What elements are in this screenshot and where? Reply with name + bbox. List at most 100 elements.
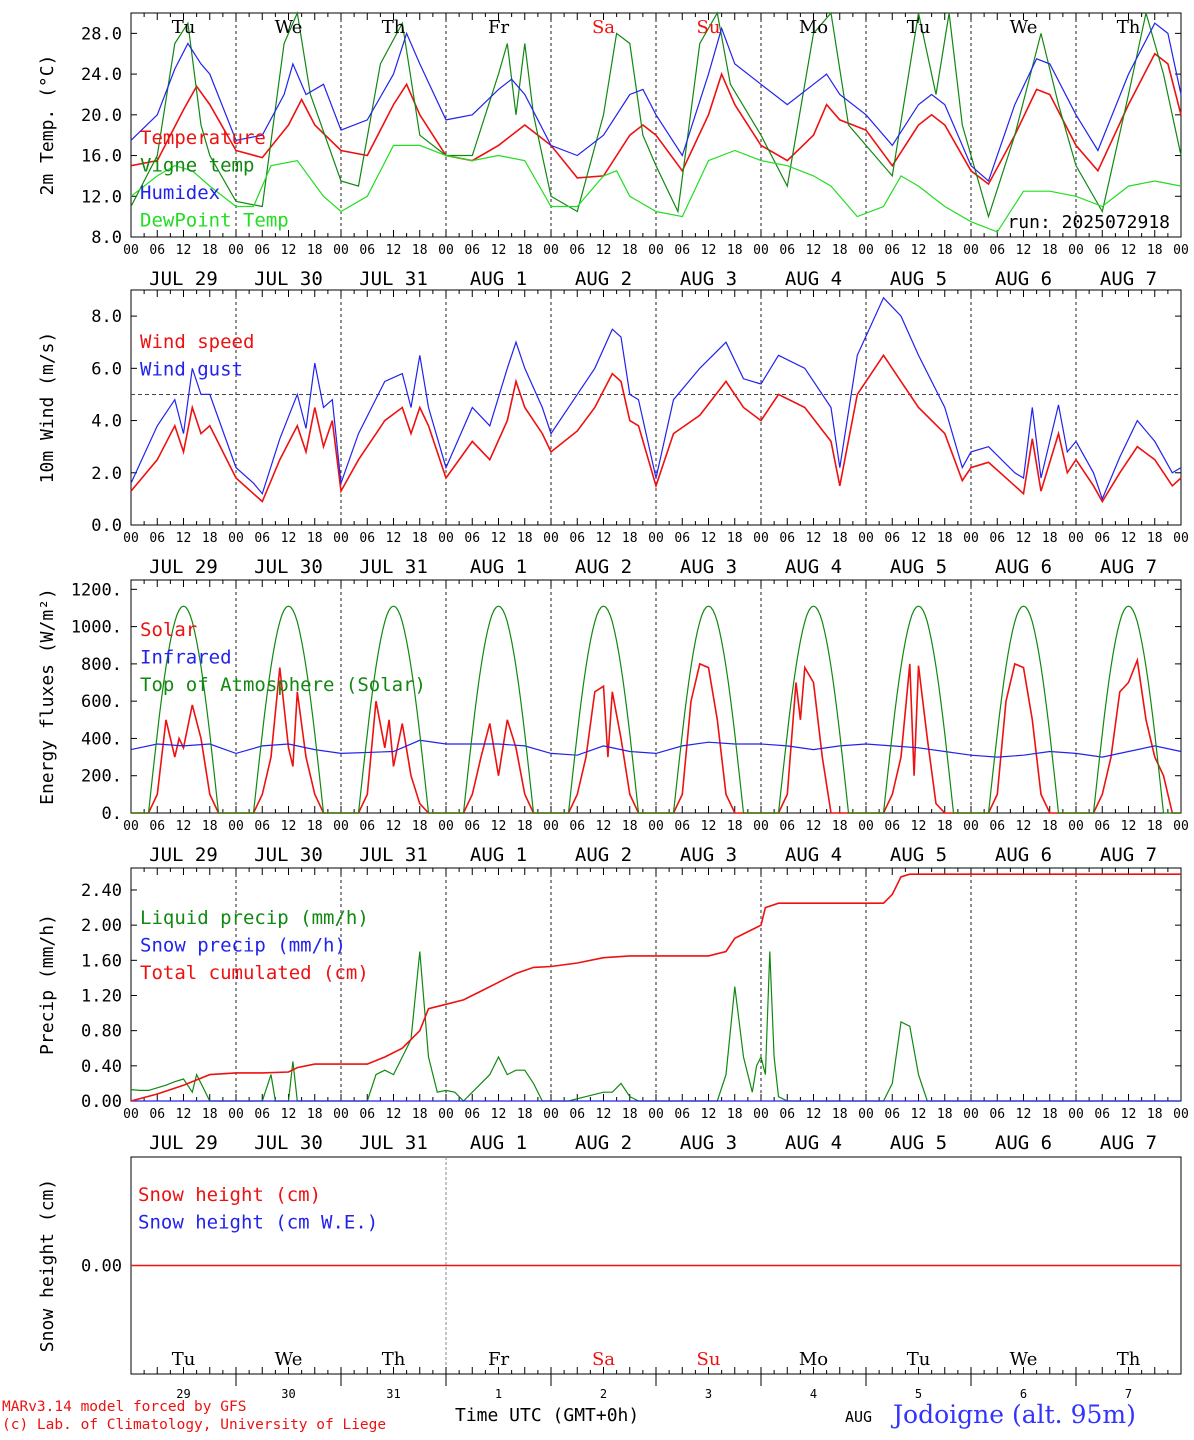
x-date-label: AUG 5 [890, 556, 947, 578]
x-hour-label: 12 [911, 1107, 927, 1122]
x-hour-label: 06 [569, 531, 585, 546]
legend-entry: Humidex [140, 182, 220, 204]
x-hour-label: 18 [202, 531, 218, 546]
day-number-label: 30 [281, 1387, 295, 1401]
x-date-label: AUG 4 [785, 556, 842, 578]
day-number-label: 1 [495, 1387, 502, 1401]
x-hour-label: 06 [884, 819, 900, 834]
x-hour-label: 18 [307, 1107, 323, 1122]
day-name-label: Fr [488, 17, 509, 38]
credit-text: MARv3.14 model forced by GFS (c) Lab. of… [2, 1398, 386, 1434]
x-hour-label: 00 [123, 243, 139, 258]
x-date-label: AUG 7 [1100, 268, 1157, 290]
x-hour-label: 18 [1042, 819, 1058, 834]
day-name-label: Tu [172, 1349, 196, 1370]
x-hour-label: 18 [727, 819, 743, 834]
x-hour-label: 06 [989, 819, 1005, 834]
y-tick-label: 2.40 [81, 881, 122, 901]
x-date-label: JUL 31 [359, 1132, 428, 1154]
legend-entry: Total cumulated (cm) [140, 962, 369, 984]
y-axis-label: 10m Wind (m/s) [37, 332, 58, 484]
day-number-label: 31 [386, 1387, 400, 1401]
series-line-wind-speed [130, 353, 1182, 504]
day-name-label: Su [697, 1349, 721, 1370]
x-hour-label: 12 [491, 819, 507, 834]
day-number-label: 5 [915, 1387, 922, 1401]
x-hour-label: 12 [386, 531, 402, 546]
y-tick-label: 16.0 [81, 147, 122, 167]
x-hour-label: 00 [228, 819, 244, 834]
x-date-label: JUL 30 [254, 268, 323, 290]
y-tick-label: 0.00 [81, 1092, 122, 1112]
x-hour-label: 18 [202, 819, 218, 834]
x-hour-label: 06 [674, 819, 690, 834]
x-hour-label: 12 [806, 1107, 822, 1122]
x-hour-label: 18 [622, 243, 638, 258]
x-date-label: AUG 3 [680, 556, 737, 578]
x-hour-label: 06 [779, 1107, 795, 1122]
y-tick-label: 800. [81, 655, 122, 675]
x-date-label: JUL 31 [359, 844, 428, 866]
y-tick-label: 6.0 [91, 359, 122, 379]
y-tick-label: 1.20 [81, 986, 122, 1006]
y-tick-label: 200. [81, 767, 122, 787]
x-hour-label: 18 [832, 1107, 848, 1122]
x-hour-label: 18 [517, 819, 533, 834]
x-hour-label: 00 [438, 1107, 454, 1122]
x-hour-label: 18 [832, 243, 848, 258]
day-name-label: Th [382, 17, 406, 38]
x-hour-label: 12 [176, 531, 192, 546]
x-hour-label: 00 [543, 243, 559, 258]
x-hour-label: 18 [307, 531, 323, 546]
run-label: run: 2025072918 [1007, 212, 1170, 233]
day-number-label: 2 [600, 1387, 607, 1401]
x-date-label: JUL 31 [359, 556, 428, 578]
x-hour-label: 12 [491, 243, 507, 258]
day-number-label: 29 [176, 1387, 190, 1401]
series-line-wind-gust [130, 296, 1182, 501]
x-hour-label: 00 [858, 531, 874, 546]
x-hour-label: 18 [727, 1107, 743, 1122]
x-date-label: AUG 1 [470, 268, 527, 290]
x-hour-label: 06 [254, 819, 270, 834]
x-hour-label: 00 [648, 819, 664, 834]
x-date-label: AUG 6 [995, 1132, 1052, 1154]
x-hour-label: 00 [648, 243, 664, 258]
x-date-label: AUG 3 [680, 844, 737, 866]
series-line-solar [131, 657, 1181, 814]
x-hour-label: 18 [412, 819, 428, 834]
x-hour-label: 00 [858, 1107, 874, 1122]
y-tick-label: 24.0 [81, 65, 122, 85]
x-hour-label: 06 [989, 531, 1005, 546]
x-hour-label: 00 [123, 1107, 139, 1122]
x-hour-label: 18 [412, 243, 428, 258]
x-date-label: AUG 2 [575, 556, 632, 578]
x-hour-label: 12 [596, 243, 612, 258]
y-tick-label: 20.0 [81, 106, 122, 126]
panel-4: 0.00 0.40 0.80 1.20 1.60 2.00 2.40 Precip (mm/h… [37, 867, 1189, 1154]
x-hour-label: 00 [438, 531, 454, 546]
x-hour-label: 12 [281, 819, 297, 834]
x-hour-label: 12 [1121, 243, 1137, 258]
legend-entry: Temperature [140, 127, 266, 149]
x-date-label: AUG 2 [575, 268, 632, 290]
y-tick-label: 28.0 [81, 24, 122, 44]
x-hour-label: 00 [858, 243, 874, 258]
x-hour-label: 18 [622, 819, 638, 834]
x-hour-label: 12 [1121, 1107, 1137, 1122]
x-hour-label: 00 [123, 819, 139, 834]
x-hour-label: 00 [333, 243, 349, 258]
x-hour-label: 00 [648, 1107, 664, 1122]
y-tick-label: 0.00 [81, 1257, 122, 1277]
x-hour-label: 18 [1042, 243, 1058, 258]
x-hour-label: 12 [281, 1107, 297, 1122]
x-date-label: AUG 1 [470, 1132, 527, 1154]
x-date-label: AUG 1 [470, 844, 527, 866]
series-line-top-of-atmosphere-solar- [131, 605, 1181, 814]
day-name-label: Tu [907, 17, 931, 38]
x-hour-label: 00 [858, 819, 874, 834]
x-hour-label: 06 [464, 819, 480, 834]
x-date-label: JUL 30 [254, 844, 323, 866]
x-hour-label: 06 [674, 243, 690, 258]
